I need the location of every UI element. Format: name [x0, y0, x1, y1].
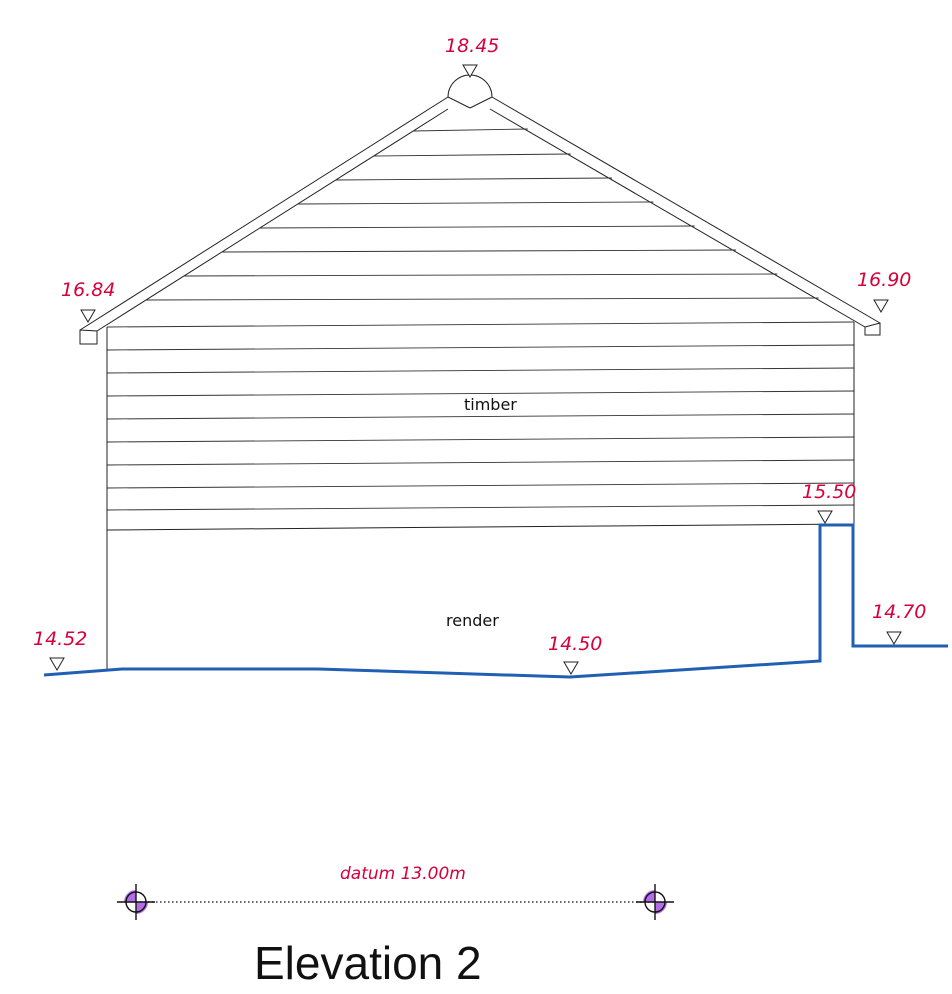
- level-marker-ground-right: 14.70: [872, 601, 926, 645]
- cladding-board-line: [106, 459, 855, 466]
- cladding-board-line: [259, 225, 695, 229]
- level-ground-left-text: 14.52: [33, 628, 87, 650]
- cladding-board-line: [106, 504, 855, 511]
- triangle-down-icon: [886, 631, 902, 645]
- cladding-board-line: [145, 297, 819, 301]
- render-label: render: [446, 611, 499, 630]
- level-right-eaves-text: 16.90: [857, 269, 911, 291]
- level-ridge-text: 18.45: [445, 35, 499, 57]
- crosshair-circle-icon: [636, 884, 674, 920]
- cladding-board-line: [106, 367, 855, 374]
- triangle-down-icon: [462, 64, 478, 78]
- level-marker-step-top: 15.50: [802, 481, 856, 524]
- timber-cladding: [106, 128, 855, 511]
- cladding-board-line: [413, 128, 528, 132]
- timber-label: timber: [464, 395, 517, 414]
- elevation-title: Elevation 2: [254, 937, 482, 989]
- cladding-board-line: [335, 177, 613, 181]
- roof: [79, 74, 881, 345]
- triangle-down-icon: [563, 661, 579, 675]
- cladding-board-line: [373, 153, 571, 157]
- cladding-board-line: [106, 413, 855, 420]
- cladding-board-line: [183, 273, 778, 277]
- triangle-down-icon: [873, 299, 889, 313]
- triangle-down-icon: [817, 510, 833, 524]
- level-marker-right-eaves: 16.90: [857, 269, 911, 313]
- cladding-board-line: [106, 344, 855, 351]
- level-ground-right-text: 14.70: [872, 601, 926, 623]
- datum: datum 13.00m: [117, 864, 674, 920]
- triangle-down-icon: [80, 309, 96, 323]
- triangle-down-icon: [49, 657, 65, 671]
- cladding-board-line: [106, 436, 855, 443]
- walls: [106, 322, 855, 670]
- level-ground-mid-text: 14.50: [548, 633, 602, 655]
- ground-line: [43, 523, 948, 679]
- level-marker-ground-left: 14.52: [33, 628, 87, 671]
- cladding-board-line: [221, 249, 737, 253]
- cladding-board-line: [106, 321, 855, 328]
- level-marker-ground-mid: 14.50: [548, 633, 602, 675]
- cladding-board-line: [106, 482, 855, 489]
- level-marker-ridge: 18.45: [445, 35, 499, 78]
- level-left-eaves-text: 16.84: [61, 279, 115, 301]
- cladding-board-line: [106, 390, 855, 397]
- crosshair-circle-icon: [117, 884, 155, 920]
- level-marker-left-eaves: 16.84: [61, 279, 115, 323]
- datum-label: datum 13.00m: [340, 864, 466, 884]
- cladding-board-line: [297, 201, 654, 205]
- level-step-top-text: 15.50: [802, 481, 856, 503]
